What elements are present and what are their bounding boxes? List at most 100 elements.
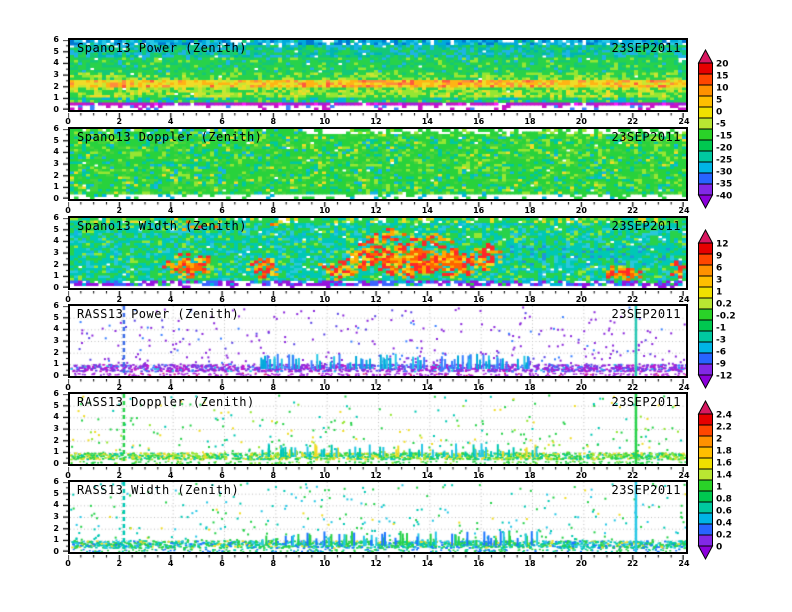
colorbar-spano-power-scale: 20 15 10 5 0 -5 -15 -20 -25 -30 -35 -40 <box>697 49 732 210</box>
y-tick-label: 4 <box>53 58 59 68</box>
heatmap-canvas-rass13-doppler <box>70 394 686 464</box>
x-tick-label: 6 <box>219 117 225 126</box>
colorbar-tick-label: 2.2 <box>716 423 732 433</box>
colorbar-spano-width-scale: 12 9 6 3 1 0.2 -0.2 -1 -3 -6 -9 -12 <box>697 229 736 390</box>
x-tick-label: 2 <box>116 383 123 392</box>
x-tick-label: 6 <box>219 559 225 568</box>
y-tick-label: 3 <box>53 159 59 168</box>
heatmap-canvas-spano13-power <box>70 40 686 110</box>
x-tick-label: 14 <box>421 206 433 215</box>
y-ticks-canvas <box>63 129 68 199</box>
colorbar-segment <box>698 468 713 481</box>
x-tick-label: 2 <box>116 206 123 215</box>
panel-spano13-power: Spano13 Power (Zenith) 23SEP2011 <box>68 38 688 112</box>
colorbar-tick-label: -25 <box>716 156 732 166</box>
colorbar-segment <box>698 128 713 141</box>
colorbar-tick-label: -30 <box>716 168 732 178</box>
colorbar-segment <box>698 341 713 354</box>
x-tick-label: 14 <box>421 295 433 304</box>
x-tick-label: 22 <box>627 559 639 568</box>
x-tick-label: 16 <box>473 559 485 568</box>
panel-rass13-width: RASS13 Width (Zenith) 23SEP2011 <box>68 480 688 554</box>
colorbar-segment <box>698 253 713 266</box>
colorbar-top-arrow-icon <box>697 229 714 244</box>
colorbar-segment <box>698 479 713 492</box>
x-tick-label: 2 <box>116 117 123 126</box>
colorbar-tick-label: 2.4 <box>716 411 732 421</box>
x-tick-label: 18 <box>524 559 536 568</box>
y-tick-label: 2 <box>53 170 59 180</box>
x-tick-label: 24 <box>678 383 690 392</box>
y-tick-label: 1 <box>53 359 59 369</box>
panel-title: RASS13 Power (Zenith) <box>77 307 240 321</box>
y-tick-label: 1 <box>53 182 59 192</box>
colorbar-segment <box>698 446 713 459</box>
x-tick-label: 10 <box>319 383 331 392</box>
x-tick-label: 4 <box>167 383 174 392</box>
y-ticks-canvas <box>63 40 68 110</box>
y-tick-label: 0 <box>53 194 59 203</box>
x-tick-label: 4 <box>167 559 174 568</box>
colorbar-segment <box>698 161 713 174</box>
x-ticks-canvas <box>68 555 684 561</box>
x-tick-label: 16 <box>473 471 485 480</box>
colorbar-segment <box>698 490 713 503</box>
colorbar-tick-label: 0.2 <box>716 531 732 541</box>
y-tick-label: 5 <box>53 46 59 56</box>
x-tick-label: 24 <box>678 206 690 215</box>
x-tick-label: 2 <box>116 559 123 568</box>
y-tick-label: 2 <box>53 259 59 269</box>
colorbar-tick-label: 6 <box>716 264 722 274</box>
x-tick-label: 14 <box>421 383 433 392</box>
x-tick-label: 8 <box>270 295 277 304</box>
colorbar-segment <box>698 424 713 437</box>
x-tick-label: 10 <box>319 471 331 480</box>
colorbar-bottom-arrow-icon <box>697 545 714 561</box>
x-tick-label: 0 <box>65 559 71 568</box>
y-tick-label: 4 <box>53 147 59 157</box>
x-ticks-canvas <box>68 379 684 385</box>
colorbar-segment <box>698 457 713 470</box>
x-tick-label: 2 <box>116 471 123 480</box>
y-tick-label: 5 <box>53 135 59 145</box>
panel-date: 23SEP2011 <box>611 395 681 409</box>
x-tick-label: 18 <box>524 206 536 215</box>
colorbar-tick-label: 0.8 <box>716 495 732 505</box>
y-tick-label: 4 <box>53 324 59 334</box>
x-tick-label: 8 <box>270 471 277 480</box>
colorbar-segment <box>698 264 713 277</box>
colorbar-tick-label: -40 <box>716 192 732 202</box>
y-tick-label: 5 <box>53 400 59 410</box>
colorbar-segment <box>698 297 713 310</box>
y-axis-rass13-power: 0 1 2 3 4 5 6 <box>44 301 66 380</box>
x-tick-label: 22 <box>627 471 639 480</box>
colorbar-tick-label: 0.2 <box>716 300 732 310</box>
colorbar-tick-label: -5 <box>716 120 726 130</box>
colorbar-tick-label: -35 <box>716 180 732 190</box>
x-tick-label: 6 <box>219 383 225 392</box>
y-tick-label: 0 <box>53 459 59 468</box>
x-tick-label: 8 <box>270 559 277 568</box>
panel-date: 23SEP2011 <box>611 130 681 144</box>
y-tick-label: 1 <box>53 93 59 103</box>
y-tick-label: 6 <box>53 389 59 398</box>
colorbar-tick-label: 1 <box>716 483 722 493</box>
colorbar-segment <box>698 242 713 255</box>
y-tick-label: 4 <box>53 412 59 422</box>
x-tick-label: 0 <box>65 471 71 480</box>
x-ticks-canvas <box>68 467 684 473</box>
x-tick-label: 16 <box>473 295 485 304</box>
y-tick-label: 0 <box>53 283 59 292</box>
colorbar-segment <box>698 363 713 376</box>
x-tick-label: 12 <box>370 471 382 480</box>
colorbar-segment <box>698 106 713 119</box>
x-tick-label: 6 <box>219 206 225 215</box>
y-tick-label: 3 <box>53 70 59 79</box>
y-tick-label: 4 <box>53 236 59 246</box>
y-tick-label: 6 <box>53 35 59 44</box>
y-tick-label: 1 <box>53 535 59 545</box>
colorbar-tick-label: 1.6 <box>716 459 732 469</box>
colorbar-segment <box>698 117 713 130</box>
x-axis-rass13-width: 0 2 4 6 8 10 12 14 16 18 20 22 24 <box>65 555 690 568</box>
panel-date: 23SEP2011 <box>611 41 681 55</box>
